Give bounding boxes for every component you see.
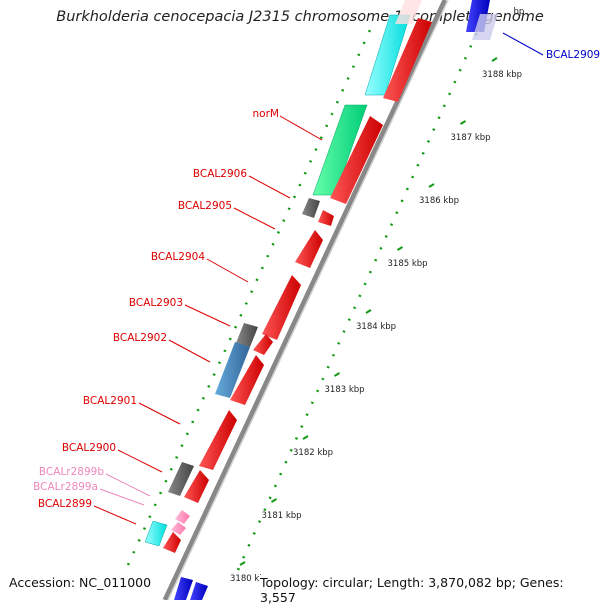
scale-ticks: 3180 kbp 3181 kbp 3182 kbp 3183 kbp 3184 kbp…: [230, 7, 525, 584]
label-leaders: [93, 32, 544, 525]
scale-tick: [459, 120, 467, 125]
scale-label: 3180 kbp: [230, 574, 270, 584]
gene-label-norm[interactable]: norM: [253, 108, 279, 120]
gene-cyan-bottom[interactable]: [144, 520, 168, 547]
rna-BCALr2899b[interactable]: [175, 510, 190, 524]
scale-label: 3186 kbp: [419, 196, 459, 206]
gene-red-norM[interactable]: [330, 116, 383, 204]
gene-BCAL2902-inner[interactable]: [230, 355, 264, 405]
chromosome-backbone-highlight: [167, 0, 449, 600]
gene-BCAL2902[interactable]: [215, 342, 250, 398]
gene-label-bcal2902[interactable]: BCAL2902: [113, 332, 167, 344]
gene-BCAL2900[interactable]: [168, 462, 194, 496]
gene-label-bcal2901[interactable]: BCAL2901: [83, 395, 137, 407]
accession-text: Accession: NC_011000: [9, 575, 152, 590]
inner-features: [163, 18, 432, 553]
gene-label-bcalr2899a[interactable]: BCALr2899a: [33, 481, 98, 493]
genome-summary-text: Topology: circular; Length: 3,870,082 bp…: [260, 575, 600, 605]
scale-tick: [239, 561, 246, 566]
gene-BCAL2900-inner[interactable]: [184, 470, 209, 503]
scale-label: bp: [514, 7, 525, 17]
scale-label: 3187 kbp: [451, 133, 491, 143]
gene-red-top[interactable]: [383, 18, 432, 102]
gene-label-bcalr2899b[interactable]: BCALr2899b: [39, 466, 104, 478]
gene-BCAL2904[interactable]: [262, 275, 301, 340]
scale-label: 3183 kbp: [325, 385, 365, 395]
gene-label-bcal2904[interactable]: BCAL2904: [151, 251, 205, 263]
scale-tick: [365, 309, 372, 314]
scale-label: 3188 kbp: [482, 70, 522, 80]
scale-tick: [333, 372, 341, 377]
gene-blue-bottom-a[interactable]: [174, 577, 193, 600]
outer-features: [144, 0, 498, 600]
scale-label: 3182 kbp: [293, 448, 333, 458]
scale-tick: [302, 435, 309, 440]
gene-label-bcal2899[interactable]: BCAL2899: [38, 498, 92, 510]
gene-BCAL2901[interactable]: [199, 410, 237, 470]
scale-tick: [396, 246, 404, 251]
gene-label-bcal2906[interactable]: BCAL2906: [193, 168, 247, 180]
gene-BCAL2905[interactable]: [318, 210, 334, 226]
scale-label: 3185 kbp: [388, 259, 428, 269]
rna-BCALr2899a[interactable]: [171, 522, 186, 535]
gene-BCAL2904a[interactable]: [295, 230, 323, 268]
gene-faded-top: [395, 0, 422, 24]
gene-blue-bottom-b[interactable]: [190, 582, 208, 600]
gene-label-bcal2909[interactable]: BCAL2909: [546, 49, 600, 61]
gene-label-bcal2905[interactable]: BCAL2905: [178, 200, 232, 212]
gene-label-group: BCAL2909 norM BCAL2906 BCAL2905 BCAL2904…: [33, 49, 600, 510]
scale-label: 3184 kbp: [356, 322, 396, 332]
gene-BCAL2899[interactable]: [163, 532, 181, 553]
gene-label-bcal2900[interactable]: BCAL2900: [62, 442, 116, 454]
scale-tick: [270, 498, 278, 503]
gene-BCAL2906[interactable]: [302, 198, 320, 218]
gene-label-bcal2903[interactable]: BCAL2903: [129, 297, 183, 309]
gene-BCAL2909-shadow: [472, 14, 498, 40]
scale-tick: [491, 57, 498, 62]
gene-BCAL2903-inner[interactable]: [253, 334, 273, 355]
scale-tick: [428, 183, 435, 188]
scale-label: 3181 kbp: [262, 511, 302, 521]
gene-BCAL2903[interactable]: [236, 323, 258, 347]
